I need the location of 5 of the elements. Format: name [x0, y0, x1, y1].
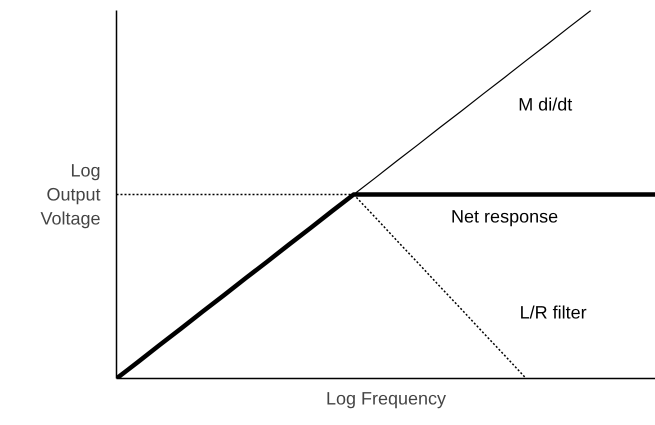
series-label: Net response — [451, 206, 558, 227]
series-label: L/R filter — [520, 302, 587, 322]
series-label: M di/dt — [518, 94, 572, 114]
x-axis-title: Log Frequency — [326, 388, 446, 408]
y-axis-title: Log Output Voltage — [40, 160, 101, 228]
